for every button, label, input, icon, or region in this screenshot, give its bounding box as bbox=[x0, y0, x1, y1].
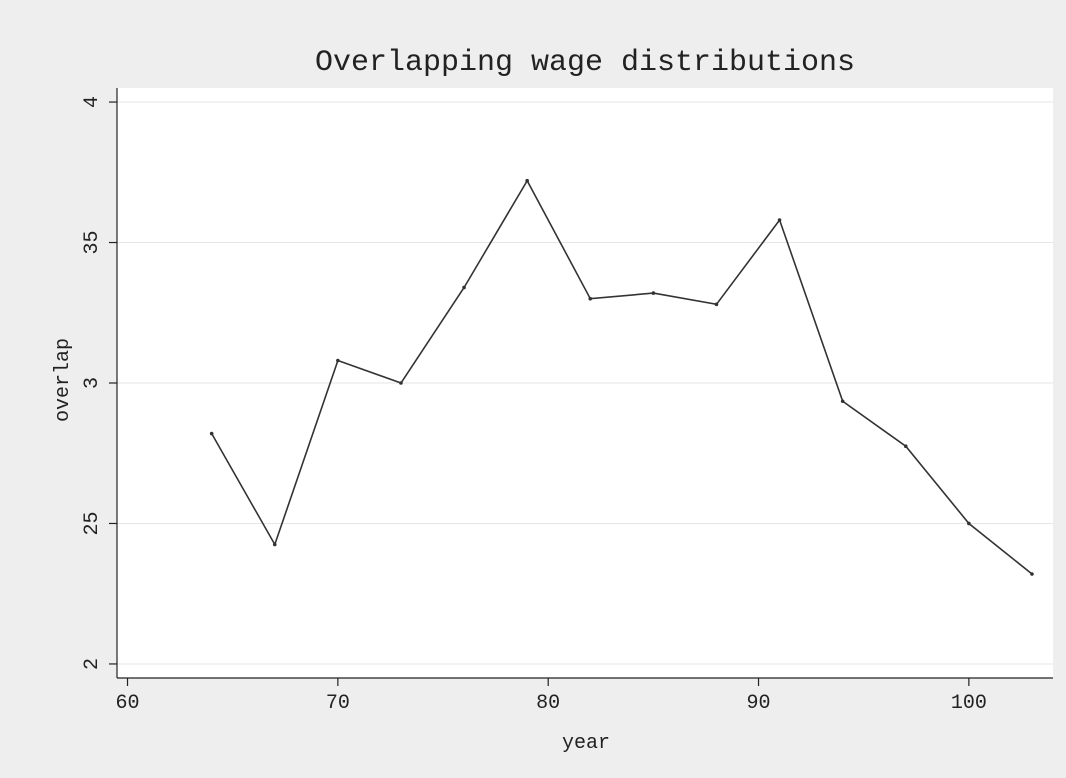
x-tick-label: 100 bbox=[951, 692, 987, 715]
x-tick-label: 70 bbox=[326, 692, 350, 715]
data-point bbox=[714, 302, 719, 307]
x-tick-label: 80 bbox=[536, 692, 560, 715]
y-tick-label: 2 bbox=[81, 658, 104, 670]
data-point bbox=[967, 521, 971, 526]
data-point bbox=[1030, 572, 1034, 576]
data-point bbox=[903, 444, 908, 449]
data-point bbox=[840, 399, 845, 404]
x-tick-label: 90 bbox=[747, 692, 771, 715]
gridlines bbox=[117, 101, 1053, 665]
y-tick-label: 4 bbox=[81, 96, 104, 108]
x-tick-label: 60 bbox=[116, 692, 140, 715]
y-axis-label: overlap bbox=[52, 338, 75, 422]
series bbox=[209, 178, 1034, 576]
data-point bbox=[272, 542, 277, 547]
data-point bbox=[588, 296, 593, 301]
data-point bbox=[209, 431, 214, 436]
data-point bbox=[462, 285, 466, 290]
data-point bbox=[399, 381, 403, 385]
data-point bbox=[777, 218, 782, 222]
y-tick-label: 25 bbox=[81, 511, 104, 535]
data-point bbox=[651, 291, 656, 295]
chart-title: Overlapping wage distributions bbox=[315, 46, 855, 80]
data-point bbox=[525, 178, 529, 183]
y-tick-label: 35 bbox=[81, 231, 104, 255]
data-point bbox=[336, 358, 340, 363]
series-line bbox=[211, 179, 1033, 575]
x-axis-label: year bbox=[562, 732, 610, 755]
ticks: 2 25 3 35 4 60 70 80 90 100 bbox=[81, 96, 987, 715]
y-tick-label: 3 bbox=[81, 377, 104, 389]
